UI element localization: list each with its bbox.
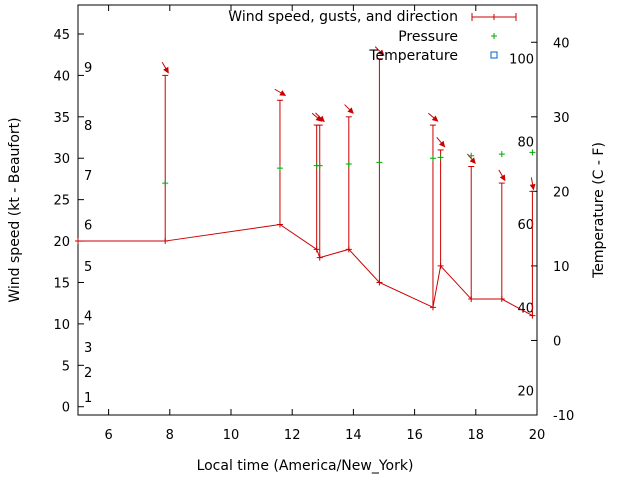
fahrenheit-label: 100	[509, 53, 534, 68]
beaufort-label: 9	[84, 61, 92, 76]
pressure-point	[316, 162, 323, 169]
wind-direction-arrowhead	[469, 157, 476, 164]
pressure-point	[529, 149, 536, 156]
fahrenheit-label: 60	[517, 218, 534, 233]
wind-speed-point	[376, 279, 383, 286]
pressure-point	[276, 165, 283, 172]
x-axis-title: Local time (America/New_York)	[197, 458, 414, 474]
pressure-point	[345, 161, 352, 168]
legend-label-wind: Wind speed, gusts, and direction	[228, 9, 458, 25]
pressure-point	[162, 180, 169, 187]
beaufort-label: 2	[84, 366, 92, 381]
y2-tick-label: -10	[553, 409, 574, 424]
legend-sample-temperature	[490, 51, 498, 59]
pressure-point	[429, 155, 436, 162]
beaufort-label: 5	[84, 260, 92, 275]
beaufort-label: 1	[84, 391, 92, 406]
beaufort-label: 8	[84, 119, 92, 134]
wind-direction-arrowhead	[499, 174, 506, 182]
wind-speed-point	[313, 246, 320, 253]
fahrenheit-label: 40	[517, 302, 534, 317]
y-tick-label: 40	[53, 69, 70, 84]
y-tick-label: 45	[53, 28, 70, 43]
y-tick-label: 35	[53, 111, 70, 126]
wind-direction-arrowhead	[431, 115, 439, 122]
legend-sample-pressure	[491, 33, 497, 39]
wind-direction-arrowhead	[163, 66, 169, 74]
x-tick-label: 8	[166, 428, 174, 443]
y-tick-label: 15	[53, 276, 70, 291]
x-tick-label: 14	[345, 428, 362, 443]
pressure-point	[498, 151, 505, 158]
y-tick-label: 20	[53, 235, 70, 250]
y2-tick-label: 40	[553, 36, 570, 51]
beaufort-label: 4	[84, 310, 92, 325]
fahrenheit-label: 80	[517, 135, 534, 150]
wind-direction-arrowhead	[378, 49, 385, 56]
wind-speed-point	[345, 246, 352, 253]
x-tick-label: 12	[284, 428, 301, 443]
wind-speed-point	[498, 296, 505, 303]
beaufort-label: 3	[84, 341, 92, 356]
wind-direction-arrowhead	[347, 107, 354, 114]
wind-speed-point	[75, 238, 81, 245]
pressure-point	[376, 159, 383, 166]
beaufort-label: 7	[84, 169, 92, 184]
y-tick-label: 30	[53, 152, 70, 167]
wind-direction-arrowhead	[318, 115, 325, 123]
x-tick-label: 6	[104, 428, 112, 443]
y-tick-label: 0	[62, 401, 70, 416]
legend-label-pressure: Pressure	[398, 29, 458, 45]
wind-speed-point	[429, 304, 436, 311]
wind-direction-arrowhead	[438, 140, 446, 148]
y2-tick-label: 0	[553, 334, 561, 349]
wind-speed-point	[468, 296, 475, 303]
pressure-point	[468, 152, 475, 159]
y2-tick-label: 20	[553, 185, 570, 200]
wind-speed-point	[162, 238, 169, 245]
wind-speed-point	[316, 254, 323, 261]
wind-direction-arrowhead	[529, 183, 536, 191]
y2-tick-label: 30	[553, 111, 570, 126]
wind-direction-arrowhead	[279, 90, 287, 96]
pressure-point	[437, 154, 444, 161]
y-tick-label: 25	[53, 194, 70, 209]
legend-label-temperature: Temperature	[368, 48, 458, 64]
wind-speed-point	[529, 312, 536, 319]
x-tick-label: 10	[223, 428, 240, 443]
x-tick-label: 16	[406, 428, 423, 443]
y-axis-title: Wind speed (kt - Beaufort)	[7, 117, 23, 302]
y-tick-label: 10	[53, 318, 70, 333]
fahrenheit-label: 20	[517, 384, 534, 399]
x-tick-label: 18	[468, 428, 485, 443]
wind-speed-line	[78, 223, 533, 317]
y-tick-label: 5	[62, 359, 70, 374]
y2-axis-title: Temperature (C - F)	[591, 142, 607, 279]
x-tick-label: 20	[529, 428, 546, 443]
beaufort-label: 6	[84, 218, 92, 233]
wind-speed-point	[437, 262, 444, 269]
wind-speed-point	[276, 221, 283, 228]
plot-frame	[77, 4, 538, 416]
y2-tick-label: 10	[553, 260, 570, 275]
